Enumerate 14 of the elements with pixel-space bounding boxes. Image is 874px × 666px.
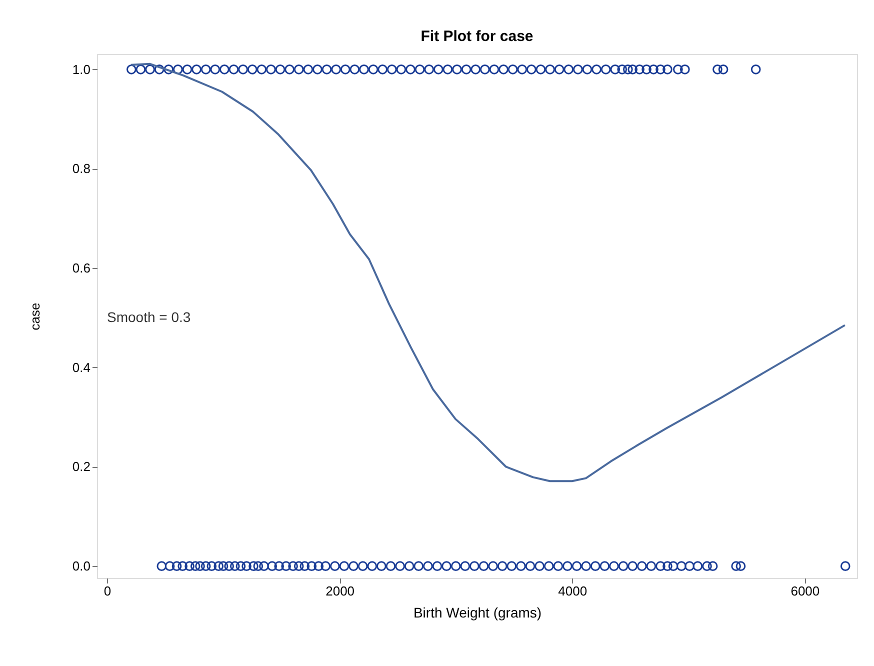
x-axis-title: Birth Weight (grams): [413, 604, 542, 620]
y-tick-label: 0.4: [72, 360, 90, 375]
x-tick-label: 2000: [326, 584, 355, 598]
y-tick-label: 1.0: [72, 62, 90, 77]
x-tick-label: 0: [104, 584, 112, 598]
y-tick-label: 0.0: [72, 558, 90, 574]
y-tick-label: 0.8: [72, 161, 90, 176]
y-tick-label: 0.6: [72, 260, 90, 276]
x-tick-label: 6000: [790, 584, 820, 598]
y-tick-label: 0.2: [72, 459, 90, 474]
chart-title: Fit Plot for case: [420, 28, 534, 45]
x-tick-label: 4000: [558, 584, 588, 598]
annotation: Smooth = 0.3: [107, 309, 191, 325]
y-axis-title: case: [27, 302, 42, 330]
